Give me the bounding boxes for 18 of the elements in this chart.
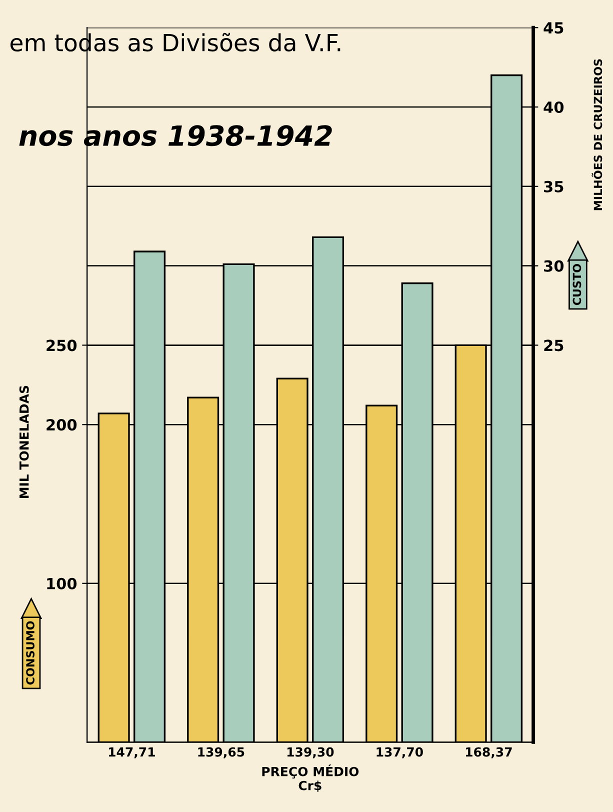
legend-label: CONSUMO [26,621,34,685]
x-tick-label: 139,65 [198,747,244,758]
y2-axis-title: MILHÕES DE CRUZEIROS [592,59,602,210]
y-tick-label: 250 [46,340,77,352]
y2-tick-label: 25 [544,340,564,352]
x-tick-label: 139,30 [287,747,334,758]
x-tick-label: 137,70 [376,747,423,758]
x-axis-title: PREÇO MÉDIO Cr$ [262,764,359,792]
y2-tick-label: 30 [544,260,564,272]
y2-tick-label: 40 [544,101,564,114]
y2-tick-label: 35 [544,180,564,192]
legend-label: CUSTO [572,264,582,306]
x-tick-label: 168,37 [466,747,512,758]
y-tick-label: 200 [46,419,77,431]
x-tick-label: 147,71 [108,747,155,758]
y2-tick-label: 45 [544,22,564,34]
y-axis-title: MIL TONELADAS [19,386,29,498]
y-tick-label: 100 [47,578,77,590]
